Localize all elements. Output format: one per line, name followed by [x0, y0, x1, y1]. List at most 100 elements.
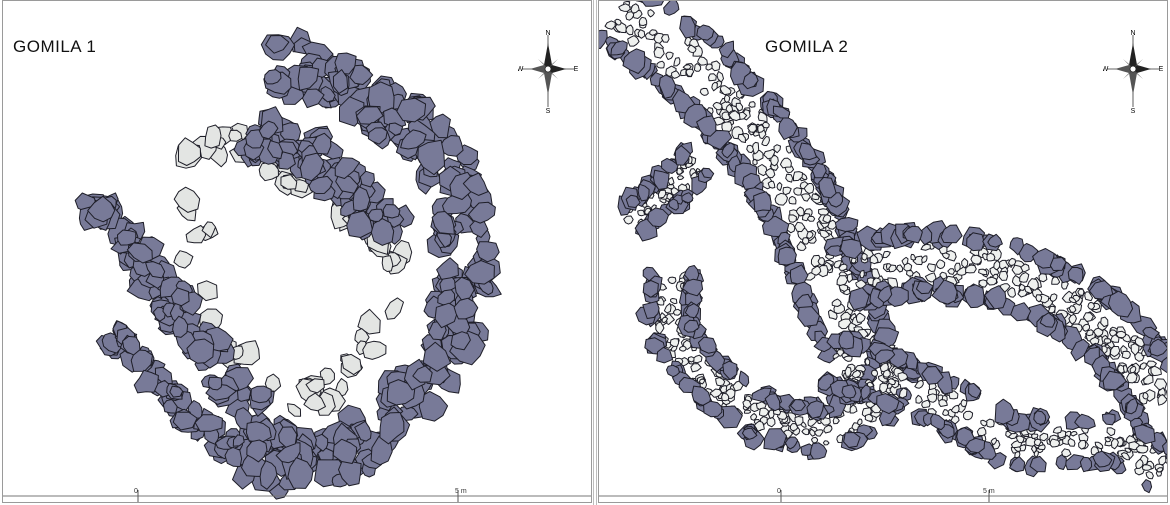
outer-wall-stone [275, 442, 301, 464]
south-loop-fill-stone [709, 388, 723, 398]
side-arm-fill-stone [623, 215, 634, 225]
south-loop-edge-stone [642, 280, 659, 298]
main-corridor-edge-stone [718, 40, 735, 59]
lower-corridor-edge-stone [838, 330, 855, 350]
lower-corridor-fill-stone [976, 426, 987, 437]
south-loop-edge-stone [684, 303, 700, 319]
lower-corridor-fill-stone [1158, 455, 1167, 466]
side-arm-fill-stone [657, 189, 667, 199]
main-corridor-fill-stone [748, 101, 756, 108]
inner-ring-stone [185, 225, 206, 244]
east-corridor-edge-stone [966, 232, 985, 252]
east-corridor-fill-stone [1051, 276, 1061, 285]
inner-ring-stone [294, 179, 310, 193]
main-corridor-fill-stone [685, 68, 695, 77]
main-corridor-fill-stone [763, 148, 776, 160]
main-corridor-fill-stone [855, 312, 866, 323]
main-corridor-edge-stone [696, 24, 715, 41]
left-arm-stone [224, 446, 243, 468]
east-corridor-fill-stone [901, 256, 909, 266]
lower-corridor-fill-stone [938, 399, 948, 407]
south-loop-fill-stone [690, 363, 702, 373]
east-corridor-edge-stone [931, 279, 958, 305]
main-corridor-fill-stone [811, 193, 820, 200]
south-loop-fill-stone [721, 392, 730, 402]
inner-ring-stone [381, 255, 394, 272]
lower-corridor-edge-stone [1079, 456, 1093, 473]
main-corridor-fill-stone [661, 34, 670, 43]
east-corridor-fill-stone [921, 255, 928, 263]
south-loop-edge-stone [763, 428, 787, 451]
outer-wall-stone [396, 97, 427, 123]
outer-wall-stone [439, 135, 464, 157]
main-corridor-fill-stone [767, 180, 776, 189]
main-corridor-fill-stone [604, 20, 616, 30]
east-corridor-fill-stone [1157, 393, 1167, 406]
outer-wall-stone [332, 438, 358, 464]
outer-wall-stone [431, 211, 455, 235]
inner-ring-stone [258, 161, 279, 182]
lower-corridor-fill-stone [887, 378, 896, 385]
lower-corridor-edge-stone [1162, 440, 1167, 456]
east-corridor-fill-stone [1087, 302, 1095, 310]
main-corridor-fill-stone [757, 111, 768, 123]
main-corridor-fill-stone [647, 9, 655, 18]
east-corridor-fill-stone [961, 257, 969, 269]
main-corridor-edge-stone [753, 191, 772, 213]
south-loop-fill-stone [823, 424, 833, 434]
south-loop-edge-stone [843, 432, 861, 448]
south-loop-fill-stone [811, 436, 819, 444]
inner-ring-stone [178, 137, 201, 166]
outer-wall-stone [476, 241, 500, 263]
outer-wall-stone [388, 122, 404, 136]
main-corridor-edge-stone [663, 1, 680, 16]
east-corridor-fill-stone [1068, 297, 1077, 304]
lower-corridor-fill-stone [950, 404, 960, 414]
lower-corridor-edge-stone [876, 393, 900, 415]
outer-wall-stone [312, 132, 332, 155]
scale-start-label: 0 [777, 488, 781, 495]
east-corridor-edge-stone [1039, 312, 1056, 328]
lower-corridor-fill-stone [950, 415, 960, 425]
main-corridor-fill-stone [705, 63, 713, 71]
lower-corridor-edge-stone [921, 366, 944, 385]
east-corridor-fill-stone [1082, 323, 1091, 332]
outer-wall-stone [462, 172, 489, 196]
main-corridor-fill-stone [656, 60, 665, 69]
main-corridor-fill-stone [712, 101, 723, 111]
south-loop-fill-stone [669, 338, 680, 347]
lower-corridor-fill-stone [871, 369, 879, 377]
lower-corridor-fill-stone [1145, 471, 1154, 480]
east-corridor-fill-stone [986, 252, 996, 262]
outer-wall-stone [450, 331, 471, 351]
left-arm-stone [172, 411, 198, 431]
outer-wall-stone [338, 459, 362, 487]
main-corridor-fill-stone [822, 214, 832, 224]
lower-corridor-fill-stone [986, 418, 995, 428]
east-corridor-fill-stone [1085, 329, 1094, 337]
lower-corridor-fill-stone [963, 410, 974, 421]
outer-wall-stone [349, 64, 374, 85]
outer-wall-stone [417, 139, 445, 176]
left-arm-stone [169, 385, 184, 398]
left-arm-stone [194, 414, 223, 432]
south-loop-fill-stone [679, 345, 687, 352]
east-corridor-fill-stone [896, 264, 904, 273]
side-arm-fill-stone [637, 209, 645, 217]
outer-wall-stone [429, 113, 451, 139]
south-loop-edge-stone [703, 400, 723, 418]
lower-corridor-fill-stone [1094, 441, 1104, 450]
east-corridor-edge-stone [1149, 338, 1167, 357]
lower-corridor-fill-stone [1111, 438, 1119, 450]
east-corridor-edge-stone [1010, 302, 1032, 322]
east-corridor-fill-stone [838, 284, 849, 292]
lower-corridor-edge-stone [1141, 479, 1153, 494]
lower-corridor-fill-stone [960, 399, 968, 408]
east-corridor-edge-stone [1102, 370, 1127, 391]
compass-south-label: S [1131, 108, 1136, 113]
outer-wall-stone [299, 152, 325, 182]
lower-corridor-fill-stone [1135, 458, 1144, 469]
south-loop-fill-stone [699, 378, 706, 385]
lower-corridor-fill-stone [1039, 432, 1049, 442]
lower-corridor-fill-stone [1033, 438, 1042, 447]
